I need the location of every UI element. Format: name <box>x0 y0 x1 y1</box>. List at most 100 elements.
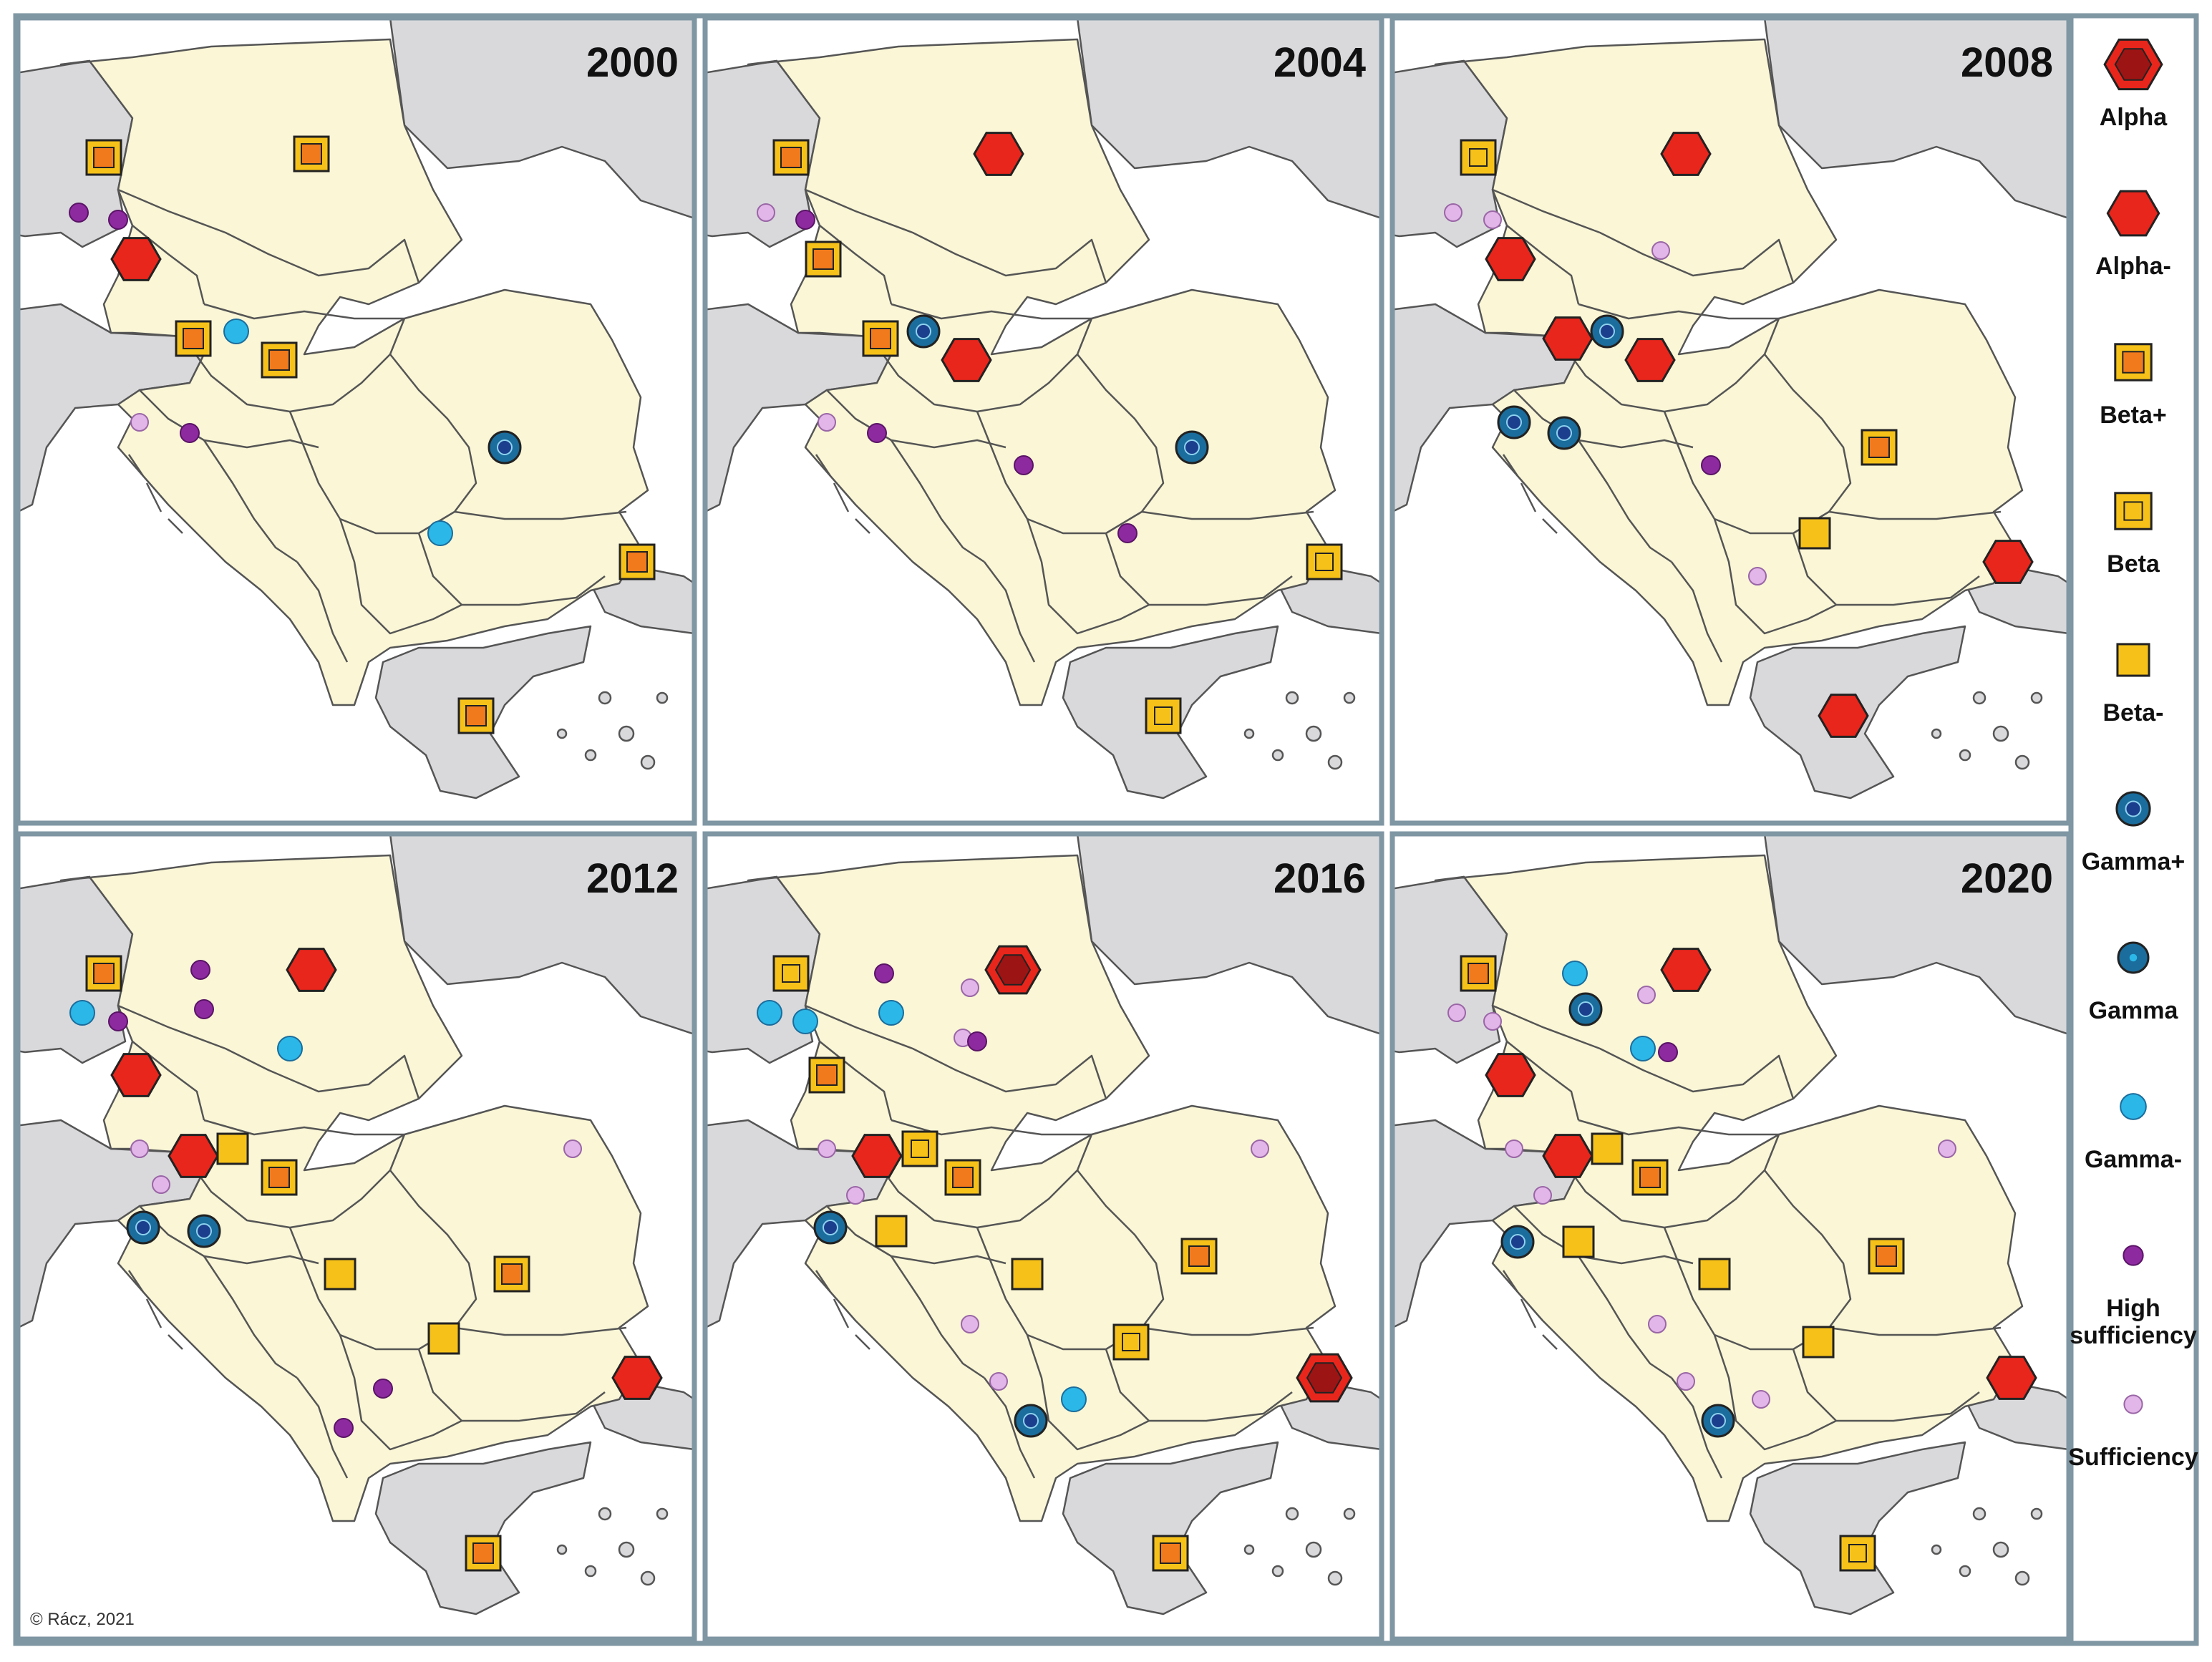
city-marker-prague <box>85 955 122 992</box>
city-marker-sofia <box>1802 1326 1835 1359</box>
city-marker-krakow <box>1658 1042 1678 1062</box>
city-marker-ljubljana <box>1497 405 1531 439</box>
city-marker-dresden <box>1447 1003 1466 1022</box>
panel-year-label: 2016 <box>1274 855 1366 902</box>
city-marker-budapest <box>944 1159 981 1196</box>
panel-border <box>702 831 1384 1642</box>
map-panel-2012: 2012 <box>15 831 697 1642</box>
city-marker-bucharest <box>1868 1238 1905 1275</box>
city-marker-lodz <box>1651 241 1670 260</box>
legend-label: Gamma- <box>2085 1146 2182 1173</box>
city-marker-budapest <box>941 338 992 382</box>
map-panel-2020: 2020 <box>1389 831 2072 1642</box>
city-marker-sarajevo <box>961 1315 979 1333</box>
panel-year-label: 2008 <box>1961 39 2053 86</box>
legend-symbol-beta <box>2114 492 2153 530</box>
city-marker-bratislava <box>906 314 941 349</box>
city-markers <box>757 945 1353 1572</box>
legend-label: Beta+ <box>2100 402 2167 429</box>
legend-symbol-high-sufficiency <box>2123 1245 2144 1266</box>
copyright-label: © Rácz, 2021 <box>30 1610 135 1629</box>
legend-symbol-beta-plus <box>2114 343 2153 382</box>
city-marker-istanbul <box>1986 1356 2037 1400</box>
city-marker-krakow <box>277 1036 303 1061</box>
city-marker-zagreb <box>187 1214 221 1248</box>
city-marker-zagreb <box>180 423 200 443</box>
city-marker-belgrade <box>1698 1258 1731 1291</box>
city-marker-istanbul <box>619 543 656 580</box>
panel-border <box>702 15 1384 826</box>
city-marker-graz <box>152 1175 170 1194</box>
city-marker-athens <box>465 1535 502 1572</box>
map-panels: 2000 2004 2008 2012 2016 2020 <box>15 15 2072 1642</box>
map-panel-2000: 2000 <box>15 15 697 826</box>
city-marker-bratislava <box>216 1132 249 1165</box>
city-marker-istanbul <box>611 1356 663 1400</box>
map-panel-2016: 2016 <box>702 831 1384 1642</box>
city-marker-dresden <box>757 1000 782 1026</box>
city-marker-ljubljana <box>1500 1225 1535 1259</box>
city-marker-budapest <box>261 1159 298 1196</box>
city-marker-ljubljana <box>818 413 836 432</box>
city-marker-linz <box>130 1139 149 1158</box>
city-marker-chisinau <box>563 1139 582 1158</box>
city-marker-dresden <box>69 203 89 223</box>
city-marker-zagreb <box>875 1215 908 1248</box>
legend-label: Beta- <box>2102 699 2163 726</box>
city-marker-bucharest <box>1175 430 1209 465</box>
city-marker-budapest <box>261 341 298 379</box>
city-marker-vienna <box>168 1134 219 1178</box>
city-marker-ljubljana <box>130 413 149 432</box>
city-marker-tirana <box>334 1418 354 1438</box>
city-marker-istanbul <box>1296 1353 1353 1403</box>
city-marker-skopje <box>373 1379 393 1399</box>
city-marker-warsaw <box>973 132 1024 176</box>
map-panel-2004: 2004 <box>702 15 1384 826</box>
city-marker-belgrade <box>324 1258 356 1291</box>
city-marker-graz <box>846 1186 865 1205</box>
city-marker-wroclaw <box>878 1000 904 1026</box>
city-marker-dresden <box>69 1000 95 1026</box>
city-marker-bucharest <box>1180 1238 1218 1275</box>
city-markers <box>69 948 663 1572</box>
legend-label: Alpha <box>2100 104 2168 131</box>
city-marker-gdansk <box>961 978 979 997</box>
city-marker-budapest <box>1631 1159 1669 1196</box>
city-marker-vienna <box>1542 1134 1593 1178</box>
city-marker-skopje <box>1061 1386 1087 1412</box>
city-marker-tirana <box>1014 1404 1048 1438</box>
city-marker-sofia <box>427 1322 460 1355</box>
city-marker-belgrade <box>1014 455 1034 475</box>
city-marker-berlin <box>1485 1053 1536 1097</box>
city-marker-leipzig <box>108 210 128 230</box>
city-marker-leipzig <box>792 1009 818 1034</box>
city-marker-vienna <box>862 320 899 357</box>
panel-border <box>15 15 697 826</box>
legend-symbol-alpha-minus <box>2106 190 2160 237</box>
city-marker-gdansk <box>1562 961 1588 986</box>
city-marker-warsaw <box>984 945 1042 995</box>
legend-symbol-gamma <box>2117 941 2150 974</box>
city-marker-leipzig <box>108 1011 128 1031</box>
map-panel-2008: 2008 <box>1389 15 2072 826</box>
city-marker-lodz <box>1637 986 1656 1004</box>
city-marker-prague <box>772 955 810 992</box>
city-marker-skopje <box>1748 567 1767 585</box>
city-marker-athens <box>1818 694 1869 738</box>
panel-year-label: 2012 <box>586 855 679 902</box>
city-marker-ljubljana <box>126 1210 160 1245</box>
legend-label: Sufficiency <box>2068 1444 2198 1471</box>
panel-border <box>15 831 697 1642</box>
city-marker-sarajevo <box>1648 1315 1667 1333</box>
city-markers <box>757 132 1343 734</box>
city-marker-athens <box>457 697 495 734</box>
panel-year-label: 2020 <box>1961 855 2053 902</box>
city-marker-berlin <box>110 237 162 281</box>
panel-year-label: 2000 <box>586 39 679 86</box>
legend-label: High <box>2106 1295 2160 1322</box>
city-marker-linz <box>818 1139 836 1158</box>
city-marker-istanbul <box>1306 543 1343 580</box>
city-marker-prague <box>1460 139 1497 176</box>
city-marker-chisinau <box>1938 1139 1956 1158</box>
